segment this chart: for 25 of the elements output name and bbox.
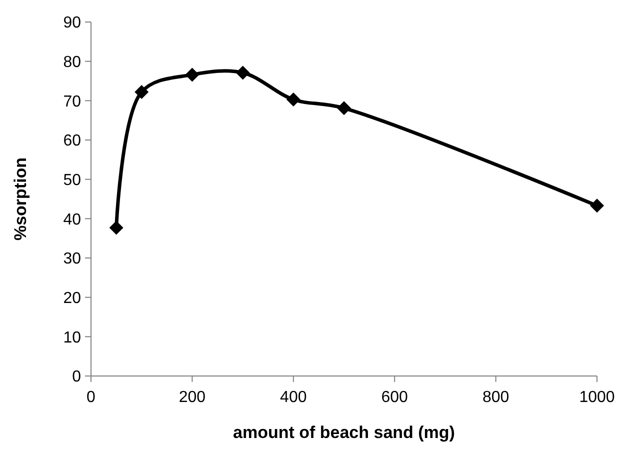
- y-tick-label: 70: [63, 93, 82, 110]
- x-tick-label: 1000: [579, 389, 615, 406]
- point: [134, 85, 149, 100]
- point: [185, 68, 200, 82]
- y-tick-label: 80: [63, 54, 82, 71]
- point: [286, 92, 300, 106]
- y-tick-label: 90: [63, 14, 82, 32]
- x-tick-label: 800: [482, 389, 510, 406]
- point: [236, 66, 250, 80]
- y-tick-label: 20: [63, 290, 82, 307]
- point: [590, 198, 604, 213]
- x-tick-label: 200: [178, 389, 206, 406]
- x-tick-label: 600: [381, 389, 408, 406]
- y-tick-label: 10: [63, 329, 82, 346]
- y-tick-label: 0: [72, 368, 82, 386]
- y-tick-label: 40: [63, 211, 82, 228]
- point: [337, 101, 351, 116]
- x-tick-label: 0: [86, 389, 96, 406]
- y-tick-label: 30: [63, 250, 82, 268]
- point: [109, 220, 124, 235]
- x-axis-title: amount of beach sand (mg): [233, 423, 455, 442]
- y-axis-title: %sorption: [11, 157, 30, 241]
- y-tick-label: 50: [63, 172, 82, 189]
- x-tick-label: 400: [280, 389, 307, 406]
- y-tick-label: 60: [63, 132, 82, 150]
